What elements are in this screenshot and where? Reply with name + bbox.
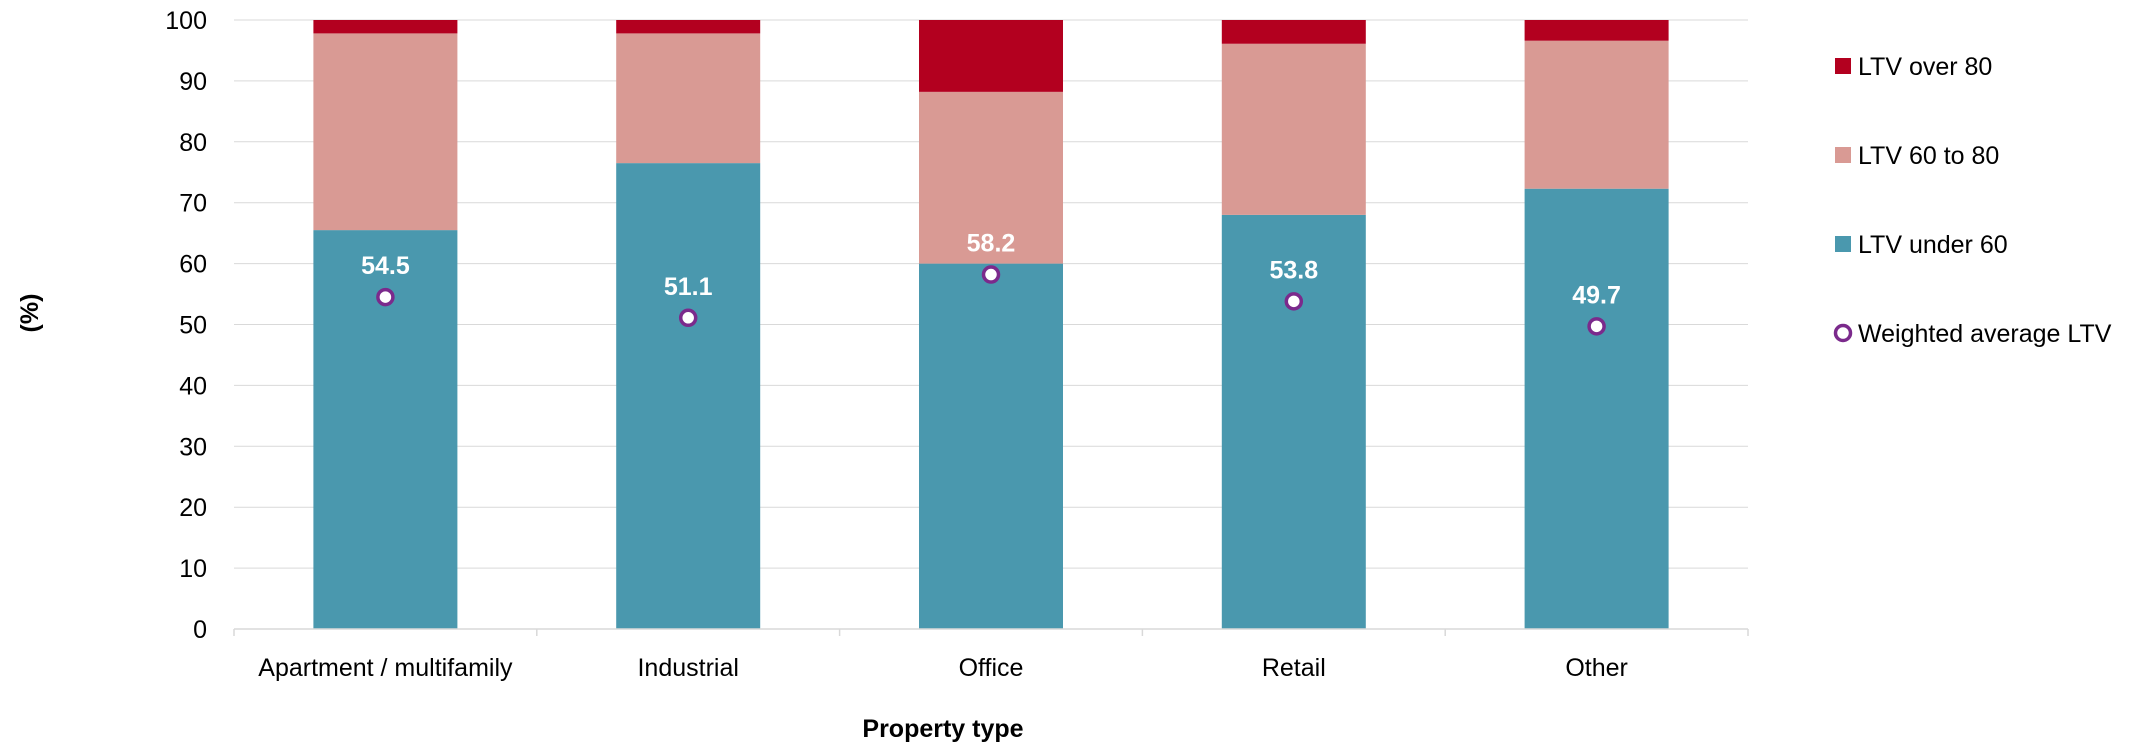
- x-tick-labels: Apartment / multifamily Industrial Office R…: [258, 654, 1628, 682]
- x-tick-label: Apartment / multifamily: [258, 654, 513, 682]
- y-tick-label: 30: [179, 433, 207, 461]
- legend-swatch: [1835, 58, 1851, 74]
- weighted-average-marker: [981, 265, 1001, 284]
- bar-segment: [1221, 43, 1366, 215]
- data-labels: 54.5 51.1 58.2 53.8 49.7: [361, 230, 1621, 310]
- x-tick-label: Office: [959, 654, 1024, 682]
- weighted-average-marker: [678, 308, 698, 328]
- bar-segment: [1221, 214, 1366, 629]
- legend-label: LTV under 60: [1858, 231, 2008, 259]
- weighted-average-marker: [1587, 317, 1606, 336]
- bar-segment: [1221, 20, 1366, 44]
- bar-segment: [616, 163, 761, 630]
- data-label: 54.5: [361, 252, 410, 280]
- y-tick-label: 10: [179, 555, 207, 583]
- legend-swatch: [1835, 147, 1851, 163]
- x-tick-label: Retail: [1262, 654, 1326, 682]
- bar-segment: [1524, 188, 1669, 629]
- bar-segment: [919, 263, 1063, 629]
- bar-segment: [919, 20, 1063, 92]
- data-label: 58.2: [967, 230, 1016, 258]
- y-axis-title: (%): [16, 294, 44, 333]
- bar-segment: [1524, 20, 1669, 41]
- legend-label: LTV over 80: [1858, 53, 1992, 81]
- weighted-average-marker: [1284, 292, 1304, 311]
- legend-label: LTV 60 to 80: [1858, 142, 1999, 170]
- y-tick-label: 100: [165, 7, 207, 35]
- x-tick-label: Industrial: [637, 654, 738, 682]
- y-tick-label: 0: [193, 616, 207, 644]
- y-tick-label: 20: [179, 494, 207, 522]
- bar-segment: [616, 20, 761, 34]
- bar-segment: [919, 91, 1063, 264]
- y-tick-label: 90: [179, 68, 207, 96]
- weighted-average-markers: [376, 265, 1606, 336]
- y-tick-label: 80: [179, 129, 207, 157]
- bar-segment: [616, 33, 761, 164]
- y-tick-label: 50: [179, 312, 207, 340]
- bar-segment: [313, 33, 458, 231]
- y-tick-label: 40: [179, 372, 207, 400]
- legend-marker: [1833, 323, 1853, 343]
- legend: LTV over 80 LTV 60 to 80 LTV under 60 Weigh…: [1833, 53, 2112, 348]
- x-tick-label: Other: [1565, 654, 1628, 682]
- data-label: 51.1: [664, 273, 713, 301]
- y-tick-label: 60: [179, 251, 207, 279]
- x-axis-title: Property type: [862, 715, 1023, 742]
- data-label: 49.7: [1572, 281, 1621, 309]
- legend-label: Weighted average LTV: [1858, 320, 2112, 348]
- axes: [233, 628, 1749, 636]
- weighted-average-marker: [376, 287, 395, 307]
- bar-segment: [313, 20, 458, 34]
- bar-segment: [1524, 40, 1669, 189]
- y-tick-label: 70: [179, 190, 207, 218]
- legend-swatch: [1835, 236, 1851, 252]
- y-tick-labels: 0 10 20 30 40 50 60 70 80 90 100: [165, 7, 207, 644]
- data-label: 53.8: [1269, 256, 1318, 284]
